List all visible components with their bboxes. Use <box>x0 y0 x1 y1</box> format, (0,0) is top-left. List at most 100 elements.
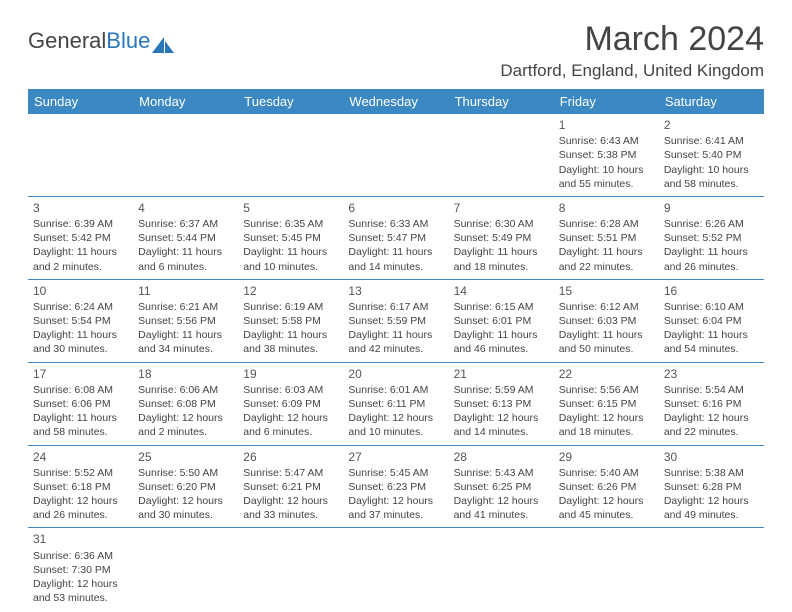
day-header: Tuesday <box>238 89 343 114</box>
daylight-text: and 45 minutes. <box>559 508 654 522</box>
calendar-day-cell: 19Sunrise: 6:03 AMSunset: 6:09 PMDayligh… <box>238 362 343 445</box>
day-number: 20 <box>348 366 443 382</box>
day-number: 24 <box>33 449 128 465</box>
sunset-text: Sunset: 6:06 PM <box>33 397 128 411</box>
daylight-text: and 26 minutes. <box>33 508 128 522</box>
calendar-week-row: 31Sunrise: 6:36 AMSunset: 7:30 PMDayligh… <box>28 528 764 610</box>
daylight-text: and 41 minutes. <box>454 508 549 522</box>
sunset-text: Sunset: 5:59 PM <box>348 314 443 328</box>
daylight-text: and 42 minutes. <box>348 342 443 356</box>
day-number: 16 <box>664 283 759 299</box>
day-number: 2 <box>664 117 759 133</box>
sunset-text: Sunset: 6:15 PM <box>559 397 654 411</box>
daylight-text: Daylight: 11 hours <box>33 245 128 259</box>
sunset-text: Sunset: 6:09 PM <box>243 397 338 411</box>
sunrise-text: Sunrise: 5:54 AM <box>664 383 759 397</box>
day-number: 31 <box>33 531 128 547</box>
sunset-text: Sunset: 6:04 PM <box>664 314 759 328</box>
sunset-text: Sunset: 5:52 PM <box>664 231 759 245</box>
sunset-text: Sunset: 6:11 PM <box>348 397 443 411</box>
day-number: 15 <box>559 283 654 299</box>
day-number: 26 <box>243 449 338 465</box>
daylight-text: Daylight: 11 hours <box>33 411 128 425</box>
calendar-day-cell: 26Sunrise: 5:47 AMSunset: 6:21 PMDayligh… <box>238 445 343 528</box>
day-number: 18 <box>138 366 233 382</box>
sunrise-text: Sunrise: 6:12 AM <box>559 300 654 314</box>
day-header: Thursday <box>449 89 554 114</box>
day-number: 5 <box>243 200 338 216</box>
calendar-day-cell: 15Sunrise: 6:12 AMSunset: 6:03 PMDayligh… <box>554 279 659 362</box>
sunrise-text: Sunrise: 6:28 AM <box>559 217 654 231</box>
calendar-day-cell: 4Sunrise: 6:37 AMSunset: 5:44 PMDaylight… <box>133 196 238 279</box>
daylight-text: and 30 minutes. <box>138 508 233 522</box>
sunset-text: Sunset: 5:38 PM <box>559 148 654 162</box>
sunrise-text: Sunrise: 6:19 AM <box>243 300 338 314</box>
calendar-day-cell: 23Sunrise: 5:54 AMSunset: 6:16 PMDayligh… <box>659 362 764 445</box>
calendar-day-cell: 17Sunrise: 6:08 AMSunset: 6:06 PMDayligh… <box>28 362 133 445</box>
sunset-text: Sunset: 5:42 PM <box>33 231 128 245</box>
header: GeneralBlue March 2024 Dartford, England… <box>28 20 764 81</box>
sunrise-text: Sunrise: 5:40 AM <box>559 466 654 480</box>
daylight-text: Daylight: 11 hours <box>243 245 338 259</box>
daylight-text: Daylight: 11 hours <box>454 328 549 342</box>
calendar-day-cell <box>659 528 764 610</box>
calendar-week-row: 17Sunrise: 6:08 AMSunset: 6:06 PMDayligh… <box>28 362 764 445</box>
calendar-day-cell <box>133 114 238 196</box>
calendar-day-cell: 2Sunrise: 6:41 AMSunset: 5:40 PMDaylight… <box>659 114 764 196</box>
day-number: 14 <box>454 283 549 299</box>
daylight-text: and 10 minutes. <box>348 425 443 439</box>
daylight-text: Daylight: 11 hours <box>138 328 233 342</box>
logo-text-blue: Blue <box>106 28 150 54</box>
day-number: 22 <box>559 366 654 382</box>
daylight-text: Daylight: 12 hours <box>454 411 549 425</box>
calendar-day-cell <box>28 114 133 196</box>
sunset-text: Sunset: 5:40 PM <box>664 148 759 162</box>
daylight-text: Daylight: 11 hours <box>138 245 233 259</box>
daylight-text: and 33 minutes. <box>243 508 338 522</box>
day-number: 19 <box>243 366 338 382</box>
calendar-week-row: 10Sunrise: 6:24 AMSunset: 5:54 PMDayligh… <box>28 279 764 362</box>
calendar-day-cell: 5Sunrise: 6:35 AMSunset: 5:45 PMDaylight… <box>238 196 343 279</box>
sunrise-text: Sunrise: 6:15 AM <box>454 300 549 314</box>
daylight-text: and 18 minutes. <box>454 260 549 274</box>
calendar-day-cell: 18Sunrise: 6:06 AMSunset: 6:08 PMDayligh… <box>133 362 238 445</box>
day-number: 23 <box>664 366 759 382</box>
calendar-day-cell: 25Sunrise: 5:50 AMSunset: 6:20 PMDayligh… <box>133 445 238 528</box>
daylight-text: Daylight: 12 hours <box>138 494 233 508</box>
daylight-text: Daylight: 11 hours <box>664 328 759 342</box>
daylight-text: and 14 minutes. <box>348 260 443 274</box>
day-number: 10 <box>33 283 128 299</box>
calendar-day-cell: 11Sunrise: 6:21 AMSunset: 5:56 PMDayligh… <box>133 279 238 362</box>
calendar-day-cell: 7Sunrise: 6:30 AMSunset: 5:49 PMDaylight… <box>449 196 554 279</box>
daylight-text: Daylight: 12 hours <box>559 411 654 425</box>
sunset-text: Sunset: 6:28 PM <box>664 480 759 494</box>
daylight-text: and 58 minutes. <box>664 177 759 191</box>
day-header: Saturday <box>659 89 764 114</box>
sunset-text: Sunset: 7:30 PM <box>33 563 128 577</box>
daylight-text: Daylight: 10 hours <box>559 163 654 177</box>
daylight-text: Daylight: 12 hours <box>243 494 338 508</box>
title-block: March 2024 Dartford, England, United Kin… <box>500 20 764 81</box>
sunrise-text: Sunrise: 6:17 AM <box>348 300 443 314</box>
sunset-text: Sunset: 6:16 PM <box>664 397 759 411</box>
daylight-text: Daylight: 12 hours <box>454 494 549 508</box>
calendar-day-cell: 8Sunrise: 6:28 AMSunset: 5:51 PMDaylight… <box>554 196 659 279</box>
day-number: 4 <box>138 200 233 216</box>
sunrise-text: Sunrise: 6:21 AM <box>138 300 233 314</box>
daylight-text: and 34 minutes. <box>138 342 233 356</box>
sunrise-text: Sunrise: 5:56 AM <box>559 383 654 397</box>
sunset-text: Sunset: 6:26 PM <box>559 480 654 494</box>
daylight-text: Daylight: 11 hours <box>348 245 443 259</box>
calendar-day-cell <box>343 528 448 610</box>
calendar-day-cell: 3Sunrise: 6:39 AMSunset: 5:42 PMDaylight… <box>28 196 133 279</box>
calendar-day-cell: 10Sunrise: 6:24 AMSunset: 5:54 PMDayligh… <box>28 279 133 362</box>
sunrise-text: Sunrise: 6:08 AM <box>33 383 128 397</box>
sunrise-text: Sunrise: 6:06 AM <box>138 383 233 397</box>
sunset-text: Sunset: 6:21 PM <box>243 480 338 494</box>
logo: GeneralBlue <box>28 20 174 54</box>
daylight-text: Daylight: 11 hours <box>454 245 549 259</box>
sunset-text: Sunset: 5:49 PM <box>454 231 549 245</box>
calendar-day-cell: 28Sunrise: 5:43 AMSunset: 6:25 PMDayligh… <box>449 445 554 528</box>
day-number: 9 <box>664 200 759 216</box>
calendar-week-row: 3Sunrise: 6:39 AMSunset: 5:42 PMDaylight… <box>28 196 764 279</box>
